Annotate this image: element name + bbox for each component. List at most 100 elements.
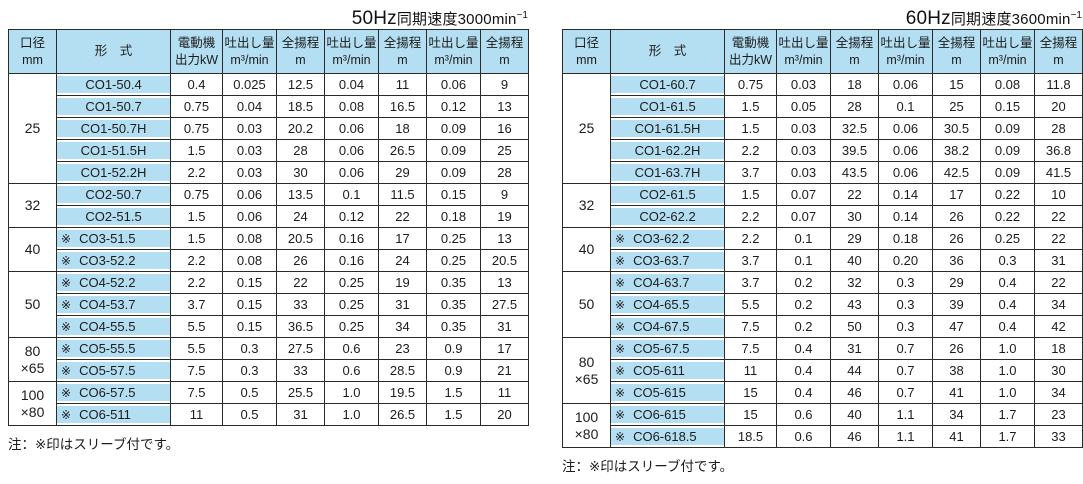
motor-output-cell: 7.5: [170, 381, 223, 404]
header-line: m³/min: [886, 52, 925, 67]
model-name: CO4-55.5: [79, 319, 136, 334]
header-motor-output: 電動機 出力kW: [724, 29, 777, 74]
header-total-head: 全揚程 m: [1034, 29, 1083, 74]
discharge-cell: 0.6: [324, 359, 379, 382]
motor-output-cell: 1.5: [170, 205, 223, 228]
sleeve-mark: ※: [615, 363, 626, 378]
model-chip: ※ CO6-615: [611, 406, 724, 423]
header-row: 口径 mm 形 式電動機 出力kW 吐出し量 m³/min 全揚程 m 吐出し量 m³/min 全揚…: [562, 29, 1083, 74]
total-head-cell: 28: [276, 139, 325, 162]
table-row: 50 ※ CO4-52.2 2.2 0.15 22 0.25 19 0.35 13: [8, 271, 529, 338]
table-row: ※ CO4-67.5 7.5 0.2 50 0.3 47 0.4 42: [563, 315, 1083, 338]
table-row: ※ CO4-65.5 5.5 0.2 43 0.3 39 0.4 34: [563, 293, 1083, 316]
motor-output-cell: 7.5: [170, 359, 223, 382]
total-head-cell: 24: [378, 249, 427, 272]
table-row: CO1-51.5H 1.5 0.03 28 0.06 26.5 0.09 25: [9, 139, 529, 162]
header-line: 全揚程: [937, 35, 976, 50]
table-header: 口径 mm 形 式電動機 出力kW 吐出し量 m³/min 全揚程 m 吐出し量 m³/min 全揚…: [8, 29, 529, 74]
discharge-cell: 0.06: [878, 73, 933, 96]
discharge-cell: 0.18: [878, 227, 933, 250]
total-head-cell: 20.5: [480, 249, 529, 272]
table-row: CO1-50.7 0.75 0.04 18.5 0.08 16.5 0.12 13: [9, 95, 529, 118]
total-head-cell: 18: [1034, 337, 1083, 360]
model-chip: CO1-63.7H: [611, 164, 724, 181]
model-cell: ※ CO6-511: [56, 403, 171, 426]
sleeve-mark: ※: [61, 341, 72, 356]
title-sync-speed-60hz: 同期速度3600min: [950, 11, 1071, 28]
discharge-cell: 1.0: [324, 403, 379, 426]
discharge-cell: 0.06: [324, 117, 379, 140]
discharge-cell: 0.05: [776, 95, 831, 118]
model-cell: CO1-61.5H: [610, 117, 725, 140]
header-row: 口径 mm 形 式電動機 出力kW 吐出し量 m³/min 全揚程 m 吐出し量 m³/min 全揚…: [8, 29, 529, 74]
header-line: m: [1053, 52, 1064, 67]
discharge-cell: 0.20: [878, 249, 933, 272]
header-line: m: [397, 52, 408, 67]
discharge-cell: 0.03: [776, 73, 831, 96]
table-row: 80 ×65 ※ CO5-67.5 7.5 0.4 31 0.7 26 1.0 18: [562, 337, 1083, 404]
table-body: 25 CO1-60.7 0.75 0.03 18 0.06 15 0.08 11.8 CO1-61…: [562, 73, 1083, 448]
model-cell: ※ CO3-63.7: [610, 249, 725, 272]
discharge-cell: 0.09: [980, 139, 1035, 162]
total-head-cell: 27.5: [276, 337, 325, 360]
model-name: CO1-60.7: [639, 77, 696, 92]
header-line: m: [499, 52, 510, 67]
discharge-cell: 0.1: [324, 183, 379, 206]
discharge-cell: 0.09: [426, 117, 481, 140]
motor-output-cell: 3.7: [724, 271, 777, 294]
header-line: mm: [22, 52, 43, 67]
header-line: 全揚程: [485, 35, 524, 50]
motor-output-cell: 3.7: [724, 161, 777, 184]
model-name: CO5-57.5: [79, 363, 136, 378]
discharge-cell: 0.15: [222, 271, 277, 294]
model-chip: ※ CO6-618.5: [611, 428, 724, 445]
discharge-cell: 1.0: [980, 359, 1035, 382]
total-head-cell: 23: [378, 337, 427, 360]
title-frequency-50hz: 50Hz: [351, 8, 397, 29]
total-head-cell: 22: [830, 183, 879, 206]
model-chip: ※ CO6-57.5: [57, 384, 170, 401]
spec-block-50hz: 50Hz同期速度3000min−1 口径 mm 形 式電動機 出力kW 吐出し量 m³/m…: [8, 4, 529, 453]
bore-cell: 25: [8, 73, 57, 184]
discharge-cell: 1.7: [980, 425, 1035, 448]
header-total-head: 全揚程 m: [932, 29, 981, 74]
model-name: CO2-50.7: [85, 187, 142, 202]
discharge-cell: 0.09: [980, 161, 1035, 184]
model-chip: ※ CO3-63.7: [611, 252, 724, 269]
total-head-cell: 50: [830, 315, 879, 338]
discharge-cell: 0.04: [324, 73, 379, 96]
model-chip: CO1-52.2H: [57, 164, 170, 181]
discharge-cell: 0.6: [776, 425, 831, 448]
model-cell: ※ CO4-52.2: [56, 271, 171, 294]
header-line: 吐出し量: [224, 35, 275, 50]
model-cell: CO2-62.2: [610, 205, 725, 228]
title-superscript-50hz: −1: [516, 10, 528, 21]
header-line: 吐出し量: [326, 35, 377, 50]
table-row: 32 CO2-50.7 0.75 0.06 13.5 0.1 11.5 0.15 9: [8, 183, 529, 228]
motor-output-cell: 0.4: [170, 73, 223, 96]
total-head-cell: 22: [1034, 271, 1083, 294]
total-head-cell: 29: [830, 227, 879, 250]
header-line: m³/min: [332, 52, 371, 67]
total-head-cell: 30.5: [932, 117, 981, 140]
bore-cell: 80 ×65: [562, 337, 611, 404]
total-head-cell: 15: [932, 73, 981, 96]
model-chip: ※ CO3-62.2: [611, 230, 724, 247]
discharge-cell: 1.7: [980, 403, 1035, 426]
total-head-cell: 40: [830, 403, 879, 426]
header-line: m³/min: [230, 52, 269, 67]
header-total-head: 全揚程 m: [378, 29, 427, 74]
header-total-head: 全揚程 m: [480, 29, 529, 74]
table-row: ※ CO3-52.2 2.2 0.08 26 0.16 24 0.25 20.5: [9, 249, 529, 272]
model-chip: CO2-51.5: [57, 208, 170, 225]
total-head-cell: 34: [378, 315, 427, 338]
header-line: 吐出し量: [982, 35, 1033, 50]
discharge-cell: 0.03: [776, 117, 831, 140]
discharge-cell: 0.3: [222, 359, 277, 382]
table-row: CO1-52.2H 2.2 0.03 30 0.06 29 0.09 28: [9, 161, 529, 184]
discharge-cell: 0.5: [222, 403, 277, 426]
motor-output-cell: 11: [724, 359, 777, 382]
sleeve-mark: ※: [61, 253, 72, 268]
total-head-cell: 25: [932, 95, 981, 118]
discharge-cell: 0.08: [222, 249, 277, 272]
